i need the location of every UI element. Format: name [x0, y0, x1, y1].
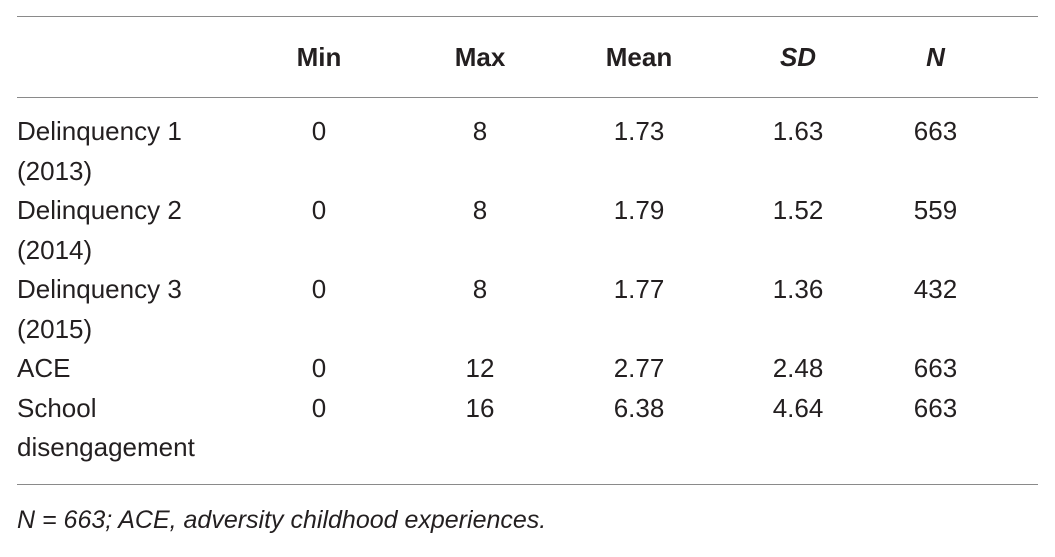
cell-sd: 2.48	[772, 353, 824, 383]
cell-min: 0	[311, 116, 327, 146]
cell-min: 0	[311, 195, 327, 225]
row-label: Delinquency 3 (2015)	[17, 274, 182, 344]
table-row: Delinquency 2 (2014) 0 8 1.79 1.52 559	[17, 191, 1038, 270]
table-body: Delinquency 1 (2013) 0 8 1.73 1.63 663 D…	[17, 98, 1038, 484]
table-row: ACE 0 12 2.77 2.48 663	[17, 349, 1038, 389]
cell-n: 663	[913, 353, 958, 383]
cell-n: 432	[913, 274, 958, 304]
table-footnote: N = 663; ACE, adversity childhood experi…	[17, 506, 547, 534]
header-max: Max	[454, 41, 506, 72]
cell-max: 16	[465, 392, 495, 423]
row-label: Delinquency 1 (2013)	[17, 116, 182, 186]
table-header-row: Min Max Mean SD N	[17, 17, 1038, 97]
cell-sd: 1.63	[772, 116, 824, 146]
row-label: School disengagement	[17, 392, 195, 463]
cell-mean: 6.38	[613, 392, 665, 423]
table-row: Delinquency 3 (2015) 0 8 1.77 1.36 432	[17, 270, 1038, 349]
cell-min: 0	[311, 274, 327, 304]
header-n: N	[926, 41, 945, 72]
cell-max: 8	[472, 116, 488, 146]
cell-n: 559	[913, 195, 958, 225]
header-min: Min	[296, 41, 342, 72]
cell-max: 12	[465, 353, 495, 383]
cell-sd: 1.36	[772, 274, 824, 304]
table-row: School disengagement 0 16 6.38 4.64 663	[17, 389, 1038, 468]
cell-sd: 1.52	[772, 195, 824, 225]
cell-mean: 1.79	[613, 195, 665, 225]
row-label: ACE	[17, 353, 71, 383]
table-header-rule	[17, 97, 1038, 98]
cell-n: 663	[913, 392, 958, 423]
cell-n: 663	[913, 116, 958, 146]
table-row: Delinquency 1 (2013) 0 8 1.73 1.63 663	[17, 112, 1038, 191]
cell-mean: 1.77	[613, 274, 665, 304]
cell-min: 0	[311, 353, 327, 383]
row-label: Delinquency 2 (2014)	[17, 195, 182, 265]
cell-mean: 1.73	[613, 116, 665, 146]
cell-max: 8	[472, 195, 488, 225]
cell-mean: 2.77	[613, 353, 665, 383]
cell-max: 8	[472, 274, 488, 304]
cell-sd: 4.64	[772, 392, 824, 423]
table-top-rule	[17, 16, 1038, 17]
header-mean: Mean	[605, 41, 673, 72]
descriptive-statistics-table: Min Max Mean SD N Delinquency 1 (2013) 0…	[17, 16, 1038, 485]
header-sd: SD	[779, 41, 817, 72]
cell-min: 0	[311, 392, 327, 423]
table-bottom-rule	[17, 483, 1038, 485]
